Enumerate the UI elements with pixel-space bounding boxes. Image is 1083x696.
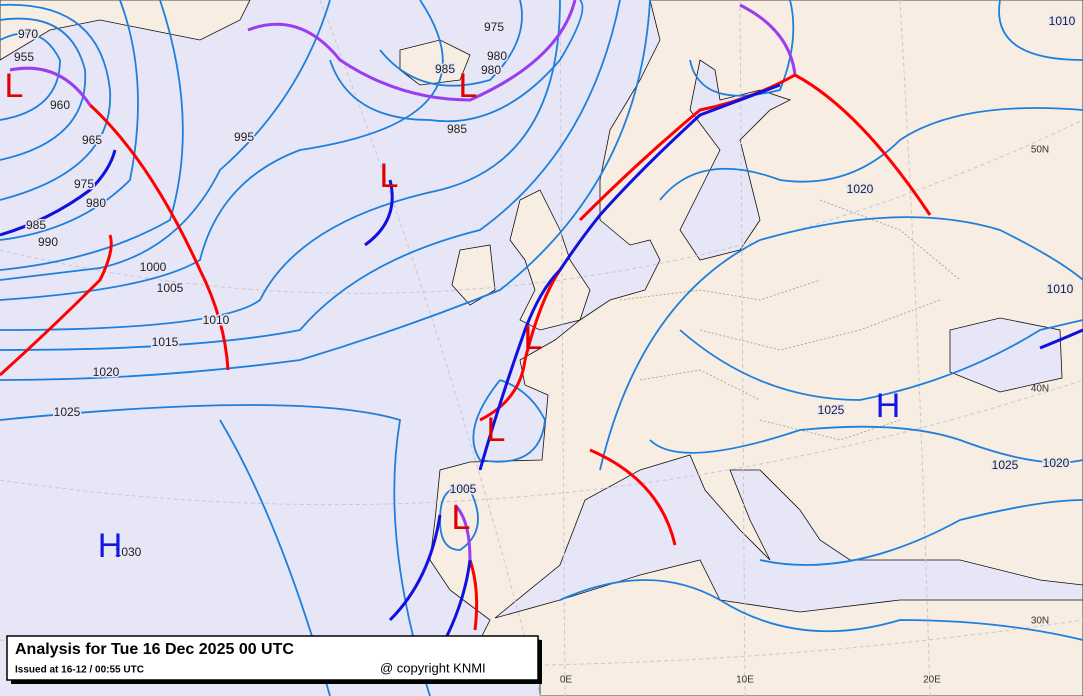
- isobar-label: 1000: [140, 260, 167, 274]
- isobar-label: 980: [481, 63, 501, 77]
- pressure-center: L: [452, 499, 471, 537]
- title: Analysis for Tue 16 Dec 2025 00 UTC: [15, 641, 294, 658]
- pressure-center: H: [98, 527, 123, 565]
- country-borders: [619, 199, 961, 441]
- black-sea: [949, 317, 1063, 393]
- isobar-label: 955: [14, 50, 34, 64]
- great-britain: [509, 189, 591, 331]
- isobar-label: 1025: [818, 403, 845, 417]
- fronts: [0, 0, 1083, 641]
- isobar-label: 975: [74, 177, 94, 191]
- isobar-label: 975: [484, 20, 504, 34]
- isobar-label: 1010: [1047, 282, 1074, 296]
- pressure-center: L: [459, 67, 478, 105]
- isobar-label: 960: [50, 98, 70, 112]
- isobar-label: 985: [26, 218, 46, 232]
- isobar-label: 1025: [54, 405, 81, 419]
- grid-label: 30N: [1031, 616, 1049, 627]
- isobar-label: 995: [234, 130, 254, 144]
- isobar-label: 1020: [1043, 456, 1070, 470]
- isobar-label: 990: [38, 235, 58, 249]
- isobar-label: 1005: [450, 482, 477, 496]
- mediterranean: [494, 454, 1083, 619]
- labels: 970 955 960 965 975 980 985 990 995 1000 1005 1010 1…: [5, 13, 1078, 686]
- pressure-center: L: [5, 67, 24, 105]
- grid-label: 40N: [1031, 384, 1049, 395]
- isobar-label: 1025: [992, 458, 1019, 472]
- pressure-center: L: [380, 157, 399, 195]
- grid-label: 0E: [560, 675, 573, 686]
- pressure-center: H: [876, 387, 901, 425]
- grid-label: 10E: [736, 675, 754, 686]
- copyright: @ copyright KNMI: [380, 660, 486, 675]
- isobar-label: 970: [18, 27, 38, 41]
- isobar-label: 1030: [115, 545, 142, 559]
- isobar-label: 1005: [157, 281, 184, 295]
- pressure-center: L: [524, 319, 543, 357]
- isobar-label: 985: [447, 122, 467, 136]
- isobar-label: 1010: [1049, 14, 1076, 28]
- isobar-label: 1020: [93, 365, 120, 379]
- isobar-label: 1010: [203, 313, 230, 327]
- grid-label: 20E: [923, 675, 941, 686]
- issued: Issued at 16-12 / 00:55 UTC: [15, 665, 144, 676]
- pressure-center: L: [487, 411, 506, 449]
- isobar-label: 965: [82, 133, 102, 147]
- title-box: [6, 635, 539, 681]
- isobar-label: 1015: [152, 335, 179, 349]
- isobar-label: 980: [487, 49, 507, 63]
- isobar-label: 985: [435, 62, 455, 76]
- isobar-label: 1020: [847, 182, 874, 196]
- grid-label: 50N: [1031, 145, 1049, 156]
- isobar-label: 980: [86, 196, 106, 210]
